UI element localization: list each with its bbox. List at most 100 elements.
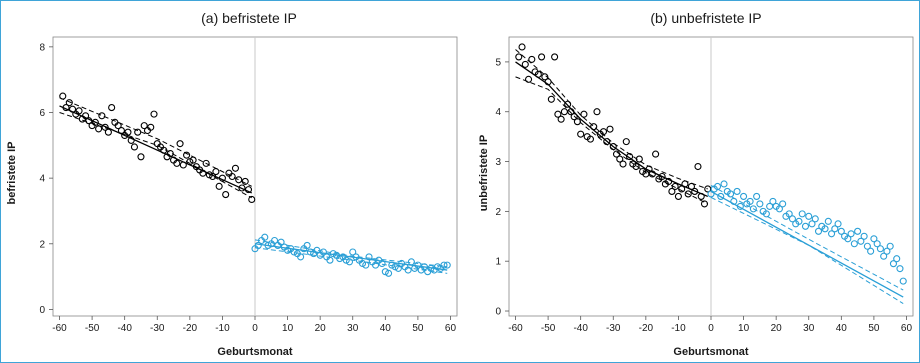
- data-point-right-a: [270, 236, 279, 245]
- x-axis-label-b: Geburtsmonat: [673, 346, 749, 358]
- x-tick-label: -10: [215, 323, 230, 334]
- x-tick-label: 0: [708, 323, 714, 334]
- data-point-right-a: [362, 261, 370, 269]
- data-point-right-b: [749, 205, 757, 213]
- data-point-right-b: [811, 215, 819, 223]
- x-tick-label: 20: [315, 323, 327, 334]
- y-tick-label: 4: [39, 174, 45, 185]
- x-tick-label: -20: [639, 323, 654, 334]
- x-tick-label: 20: [771, 323, 783, 334]
- data-point-right-b: [740, 192, 748, 200]
- data-point-left-a: [241, 177, 249, 185]
- data-point-left-a: [222, 191, 230, 199]
- x-tick-label: 30: [803, 323, 815, 334]
- data-point-right-a: [261, 233, 269, 241]
- data-point-left-a: [124, 128, 132, 136]
- data-point-left-a: [183, 151, 191, 159]
- x-tick-label: 50: [412, 323, 424, 334]
- data-point-left-b: [652, 150, 660, 158]
- y-tick-label: 0: [39, 305, 45, 316]
- chart-title-b: (b) unbefristete IP: [650, 10, 761, 26]
- data-point-right-b: [886, 242, 894, 250]
- x-tick-label: 0: [252, 323, 258, 334]
- data-point-left-b: [580, 110, 588, 118]
- data-point-left-b: [577, 130, 585, 138]
- fit-line-right-a: [254, 243, 448, 271]
- data-point-right-b: [850, 240, 858, 248]
- data-point-left-b: [616, 155, 624, 163]
- data-point-left-a: [160, 146, 168, 154]
- data-point-left-a: [108, 104, 116, 112]
- data-point-right-a: [378, 259, 386, 268]
- data-point-right-a: [371, 261, 380, 269]
- data-point-left-b: [697, 192, 705, 200]
- ci-line-left-b: [515, 49, 708, 190]
- data-point-left-a: [218, 174, 226, 182]
- data-point-left-b: [593, 108, 601, 116]
- data-point-right-b: [717, 192, 725, 200]
- data-point-left-a: [179, 161, 187, 169]
- data-point-left-a: [62, 104, 70, 112]
- data-point-left-b: [694, 162, 702, 171]
- data-point-left-b: [648, 170, 656, 178]
- data-point-left-b: [544, 78, 552, 86]
- data-point-right-b: [863, 242, 871, 250]
- x-tick-label: -30: [150, 323, 165, 334]
- y-tick-label: 2: [39, 239, 45, 250]
- data-point-left-b: [551, 53, 559, 61]
- data-point-left-b: [645, 165, 653, 173]
- x-tick-label: 30: [347, 323, 359, 334]
- y-axis-label-a: befristete IP: [6, 142, 18, 205]
- data-point-right-b: [775, 205, 783, 213]
- data-point-right-a: [313, 246, 321, 254]
- data-point-right-b: [814, 227, 823, 235]
- data-point-left-b: [573, 118, 581, 126]
- data-point-right-b: [870, 235, 878, 243]
- data-point-right-b: [808, 220, 816, 228]
- y-tick-label: 1: [495, 257, 501, 268]
- fit-line-left-a: [59, 105, 253, 194]
- fit-line-right-b: [710, 190, 904, 298]
- data-point-right-a: [404, 266, 412, 274]
- data-point-right-a: [385, 269, 393, 277]
- data-point-left-a: [248, 195, 256, 204]
- data-point-right-a: [349, 248, 357, 256]
- data-point-right-b: [753, 192, 761, 200]
- data-point-right-b: [889, 260, 898, 268]
- data-point-right-a: [303, 241, 311, 249]
- data-point-right-b: [798, 210, 806, 218]
- data-point-left-b: [625, 153, 634, 161]
- data-point-left-a: [189, 156, 197, 164]
- data-point-left-a: [173, 159, 181, 167]
- data-point-right-a: [420, 263, 428, 271]
- data-point-right-a: [407, 258, 415, 266]
- y-tick-label: 5: [495, 57, 501, 68]
- x-tick-label: -60: [52, 323, 67, 334]
- data-point-right-a: [297, 253, 305, 261]
- data-point-right-b: [720, 180, 728, 188]
- data-point-left-b: [674, 192, 682, 200]
- chart-panel-a: (a) befristete IP befristete IP Geburtsm…: [6, 10, 458, 358]
- data-point-right-b: [779, 200, 787, 208]
- data-point-left-a: [150, 110, 158, 118]
- data-point-right-b: [896, 265, 904, 273]
- data-point-right-a: [443, 261, 451, 269]
- data-point-left-a: [95, 125, 103, 133]
- y-tick-label: 0: [495, 307, 501, 318]
- data-point-left-b: [700, 200, 709, 208]
- y-tick-label: 4: [495, 107, 501, 118]
- data-point-left-a: [101, 123, 109, 131]
- data-point-left-a: [85, 117, 93, 125]
- data-point-left-b: [619, 160, 627, 168]
- data-point-right-b: [746, 197, 754, 205]
- x-axis-label-a: Geburtsmonat: [217, 346, 293, 358]
- data-point-left-a: [244, 186, 253, 194]
- data-point-left-b: [524, 75, 533, 83]
- fit-line-left-b: [515, 61, 708, 198]
- chart-panel-b: (b) unbefristete IP unbefristete IP Gebu…: [478, 10, 914, 358]
- x-tick-label: 10: [738, 323, 750, 334]
- data-point-left-b: [606, 125, 614, 133]
- data-point-right-b: [733, 187, 741, 195]
- x-tick-label: -10: [671, 323, 686, 334]
